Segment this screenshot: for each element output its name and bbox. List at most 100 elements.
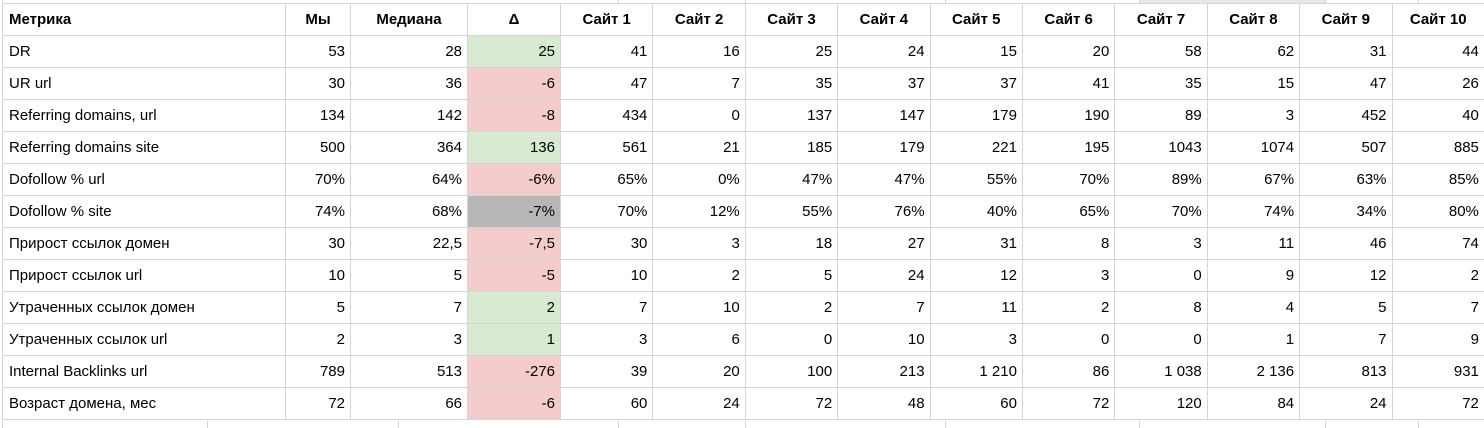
col-header-metric[interactable]: Метрика xyxy=(2,3,286,36)
cell-site-5[interactable]: 40% xyxy=(929,195,1023,228)
cell-site-2[interactable]: 12% xyxy=(652,195,746,228)
cell-site-9[interactable]: 31 xyxy=(1299,35,1393,68)
cell-site-3[interactable]: 0 xyxy=(744,323,839,356)
cell-site-9[interactable]: 813 xyxy=(1299,355,1393,388)
cell-site-7[interactable]: 1 038 xyxy=(1114,355,1208,388)
cell-site-10[interactable]: 2 xyxy=(1391,259,1484,292)
cell-delta[interactable]: -6 xyxy=(467,387,561,420)
cell-site-10[interactable]: 74 xyxy=(1391,227,1484,260)
cell-we[interactable]: 2 xyxy=(285,323,351,356)
cell-site-7[interactable]: 35 xyxy=(1114,67,1208,100)
col-header-site-8[interactable]: Сайт 8 xyxy=(1206,3,1301,36)
cell-site-8[interactable]: 1074 xyxy=(1206,131,1301,164)
cell-site-2[interactable]: 7 xyxy=(652,67,746,100)
cell-site-1[interactable]: 47 xyxy=(559,67,654,100)
cell-site-5[interactable]: 31 xyxy=(929,227,1023,260)
cell-we[interactable]: 72 xyxy=(285,387,351,420)
cell-delta[interactable]: -7% xyxy=(467,195,561,228)
col-header-site-7[interactable]: Сайт 7 xyxy=(1114,3,1208,36)
cell-site-4[interactable]: 10 xyxy=(837,323,931,356)
cell-site-9[interactable]: 452 xyxy=(1299,99,1393,132)
cell-site-8[interactable]: 9 xyxy=(1206,259,1301,292)
col-header-delta[interactable]: Δ xyxy=(467,3,561,36)
cell-delta[interactable]: -7,5 xyxy=(467,227,561,260)
cell-delta[interactable]: -276 xyxy=(467,355,561,388)
cell-site-6[interactable]: 2 xyxy=(1021,291,1116,324)
cell-median[interactable]: 3 xyxy=(350,323,468,356)
cell-site-6[interactable]: 41 xyxy=(1021,67,1116,100)
cell-site-2[interactable]: 0% xyxy=(652,163,746,196)
cell-site-7[interactable]: 89 xyxy=(1114,99,1208,132)
cell-site-2[interactable]: 10 xyxy=(652,291,746,324)
cell-site-8[interactable]: 4 xyxy=(1206,291,1301,324)
col-header-site-5[interactable]: Сайт 5 xyxy=(929,3,1023,36)
cell-site-6[interactable]: 65% xyxy=(1021,195,1116,228)
cell-median[interactable]: 513 xyxy=(350,355,468,388)
cell-site-3[interactable]: 137 xyxy=(744,99,839,132)
cell-site-2[interactable]: 3 xyxy=(652,227,746,260)
cell-metric[interactable]: Прирост ссылок url xyxy=(2,259,286,292)
cell-site-3[interactable]: 18 xyxy=(744,227,839,260)
cell-site-10[interactable]: 885 xyxy=(1391,131,1484,164)
cell-site-5[interactable]: 60 xyxy=(929,387,1023,420)
cell-site-6[interactable]: 3 xyxy=(1021,259,1116,292)
cell-site-10[interactable]: 931 xyxy=(1391,355,1484,388)
cell-median[interactable]: 64% xyxy=(350,163,468,196)
cell-site-5[interactable]: 12 xyxy=(929,259,1023,292)
cell-site-8[interactable]: 2 136 xyxy=(1206,355,1301,388)
cell-site-9[interactable]: 63% xyxy=(1299,163,1393,196)
cell-site-2[interactable]: 0 xyxy=(652,99,746,132)
cell-site-8[interactable]: 1 xyxy=(1206,323,1301,356)
cell-site-3[interactable]: 25 xyxy=(744,35,839,68)
cell-site-1[interactable]: 561 xyxy=(559,131,654,164)
cell-median[interactable]: 36 xyxy=(350,67,468,100)
cell-site-8[interactable]: 11 xyxy=(1206,227,1301,260)
cell-site-1[interactable]: 10 xyxy=(559,259,654,292)
cell-delta[interactable]: -6 xyxy=(467,67,561,100)
cell-site-2[interactable]: 16 xyxy=(652,35,746,68)
cell-site-10[interactable]: 80% xyxy=(1391,195,1484,228)
cell-site-10[interactable]: 72 xyxy=(1391,387,1484,420)
cell-site-6[interactable]: 20 xyxy=(1021,35,1116,68)
cell-site-1[interactable]: 30 xyxy=(559,227,654,260)
cell-site-7[interactable]: 8 xyxy=(1114,291,1208,324)
cell-site-1[interactable]: 434 xyxy=(559,99,654,132)
cell-site-1[interactable]: 39 xyxy=(559,355,654,388)
cell-site-7[interactable]: 89% xyxy=(1114,163,1208,196)
col-header-site-4[interactable]: Сайт 4 xyxy=(837,3,931,36)
cell-delta[interactable]: -5 xyxy=(467,259,561,292)
cell-site-9[interactable]: 47 xyxy=(1299,67,1393,100)
cell-median[interactable]: 364 xyxy=(350,131,468,164)
cell-site-5[interactable]: 55% xyxy=(929,163,1023,196)
cell-site-7[interactable]: 70% xyxy=(1114,195,1208,228)
cell-metric[interactable]: Dofollow % site xyxy=(2,195,286,228)
cell-site-2[interactable]: 24 xyxy=(652,387,746,420)
cell-metric[interactable]: Утраченных ссылок url xyxy=(2,323,286,356)
cell-site-4[interactable]: 76% xyxy=(837,195,931,228)
cell-site-4[interactable]: 7 xyxy=(837,291,931,324)
cell-delta[interactable]: 25 xyxy=(467,35,561,68)
cell-site-8[interactable]: 15 xyxy=(1206,67,1301,100)
cell-we[interactable]: 53 xyxy=(285,35,351,68)
cell-site-4[interactable]: 27 xyxy=(837,227,931,260)
cell-metric[interactable]: Утраченных ссылок домен xyxy=(2,291,286,324)
cell-site-3[interactable]: 2 xyxy=(744,291,839,324)
cell-site-5[interactable]: 1 210 xyxy=(929,355,1023,388)
cell-we[interactable]: 500 xyxy=(285,131,351,164)
cell-site-10[interactable]: 9 xyxy=(1391,323,1484,356)
cell-metric[interactable]: Internal Backlinks url xyxy=(2,355,286,388)
cell-site-8[interactable]: 84 xyxy=(1206,387,1301,420)
cell-delta[interactable]: -8 xyxy=(467,99,561,132)
cell-site-8[interactable]: 67% xyxy=(1206,163,1301,196)
cell-site-6[interactable]: 0 xyxy=(1021,323,1116,356)
cell-site-5[interactable]: 15 xyxy=(929,35,1023,68)
cell-we[interactable]: 789 xyxy=(285,355,351,388)
cell-site-7[interactable]: 1043 xyxy=(1114,131,1208,164)
cell-site-9[interactable]: 34% xyxy=(1299,195,1393,228)
cell-site-3[interactable]: 47% xyxy=(744,163,839,196)
cell-site-4[interactable]: 48 xyxy=(837,387,931,420)
cell-site-10[interactable]: 7 xyxy=(1391,291,1484,324)
cell-site-3[interactable]: 100 xyxy=(744,355,839,388)
cell-site-6[interactable]: 86 xyxy=(1021,355,1116,388)
cell-site-4[interactable]: 24 xyxy=(837,259,931,292)
